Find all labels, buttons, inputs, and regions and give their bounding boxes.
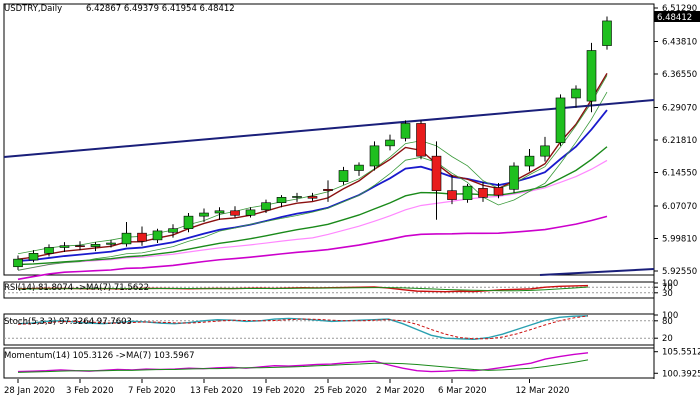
candle-body <box>478 188 488 198</box>
candle-body <box>75 245 85 248</box>
stochastic-signal-line <box>17 315 589 340</box>
candle-body <box>59 245 70 248</box>
candle-body <box>168 228 178 233</box>
trendline[interactable] <box>3 99 655 158</box>
candle-body <box>462 185 473 200</box>
rsi-signal-line <box>17 286 589 292</box>
candle-body <box>152 230 163 241</box>
candle-body <box>555 97 566 144</box>
stochastic-label: Stoch(5,3,3) 97.3264 97.7603 <box>4 317 132 327</box>
candle-body <box>214 210 225 214</box>
candle-body <box>431 155 442 191</box>
price-tick-label: 6.43810 <box>662 37 697 47</box>
time-tick-label: 7 Feb 2020 <box>128 386 176 396</box>
time-tick-label: 6 Mar 2020 <box>438 386 486 396</box>
candle-body <box>183 215 194 229</box>
price-tick-label: 5.99810 <box>662 234 697 244</box>
rsi-tick-label: 100 <box>662 279 678 289</box>
time-tick-label: 2 Mar 2020 <box>376 386 424 396</box>
current-price-label: 6.48412 <box>657 13 692 23</box>
candle-body <box>354 164 364 171</box>
rsi-tick-label: 30 <box>662 289 673 299</box>
ma-green-line <box>17 146 608 266</box>
candle-body <box>307 196 318 199</box>
momentum-line <box>17 352 589 373</box>
candle-body <box>199 212 209 217</box>
price-tick-label: 6.07070 <box>662 202 697 212</box>
candlestick-series <box>13 16 612 270</box>
rsi-pane[interactable] <box>4 284 654 294</box>
price-tick-label: 6.14550 <box>662 168 697 178</box>
price-axis: 6.51290 6.43810 6.36550 6.29070 6.21810 6.145… <box>654 4 697 277</box>
candle-body <box>586 50 597 102</box>
stochastic-tick-label: 20 <box>662 334 673 344</box>
current-price-box <box>654 11 700 22</box>
candle-body <box>106 242 116 245</box>
rsi-label: RSI(14) 81.8074 ->MA(7) 71.5622 <box>4 283 149 293</box>
candle-body <box>323 188 333 191</box>
ma-pink-line <box>17 159 608 271</box>
price-pane[interactable] <box>3 16 655 281</box>
price-tick-label: 5.92550 <box>662 267 697 277</box>
trendline-lower[interactable] <box>539 268 655 276</box>
time-tick-label: 28 Jan 2020 <box>4 386 55 396</box>
candle-body <box>540 145 550 157</box>
time-tick-label: 13 Feb 2020 <box>190 386 243 396</box>
candle-body <box>524 155 535 167</box>
ma-darkred-line <box>17 73 608 260</box>
candle-body <box>245 209 256 216</box>
candle-body <box>493 187 504 196</box>
candle-body <box>400 123 411 139</box>
moving-average-lines <box>17 73 608 281</box>
price-tick-label: 6.51290 <box>662 4 697 14</box>
momentum-axis: 105.5512 100.3925 <box>654 348 700 379</box>
candle-body <box>13 258 23 268</box>
stochastic-pane[interactable] <box>4 315 654 341</box>
candle-body <box>416 123 426 157</box>
ma-magenta-line <box>17 215 608 281</box>
price-tick-label: 6.36550 <box>662 70 697 80</box>
price-tick-label: 6.29070 <box>662 103 697 113</box>
candle-body <box>44 247 54 254</box>
candle-body <box>261 202 271 211</box>
ohlc-values: 6.42867 6.49379 6.41954 6.48412 <box>86 4 235 14</box>
momentum-tick-label: 100.3925 <box>662 369 700 379</box>
momentum-tick-label: 105.5512 <box>662 348 700 358</box>
momentum-signal-line <box>17 359 589 373</box>
candle-body <box>602 20 612 46</box>
candle-body <box>137 232 147 242</box>
time-tick-label: 19 Feb 2020 <box>252 386 305 396</box>
momentum-label: Momentum(14) 105.3126 ->MA(7) 103.5967 <box>4 351 194 361</box>
candle-body <box>276 197 287 204</box>
candle-body <box>90 244 101 247</box>
candle-body <box>447 190 457 200</box>
price-tick-label: 6.21810 <box>662 136 697 146</box>
stochastic-tick-label: 80 <box>662 317 673 327</box>
time-tick-label: 3 Feb 2020 <box>66 386 114 396</box>
candle-body <box>571 88 581 99</box>
candle-body <box>509 165 519 190</box>
symbol-header: USDTRY,Daily <box>4 4 62 14</box>
candle-body <box>121 232 132 245</box>
candle-body <box>385 139 395 147</box>
candle-body <box>338 170 349 182</box>
bollinger-lower-line <box>17 91 608 271</box>
time-tick-label: 25 Feb 2020 <box>314 386 367 396</box>
time-tick-label: 12 Mar 2020 <box>516 386 570 396</box>
stochastic-tick-label: 100 <box>662 311 678 321</box>
momentum-pane[interactable] <box>17 352 589 373</box>
time-axis: 28 Jan 2020 3 Feb 2020 7 Feb 2020 13 Feb 20… <box>4 379 569 396</box>
candle-body <box>369 145 380 167</box>
candle-body <box>292 196 302 198</box>
rsi-tick-label: 70 <box>662 283 673 293</box>
pane-frames <box>3 3 655 379</box>
candle-body <box>230 210 240 216</box>
candle-body <box>28 253 39 261</box>
